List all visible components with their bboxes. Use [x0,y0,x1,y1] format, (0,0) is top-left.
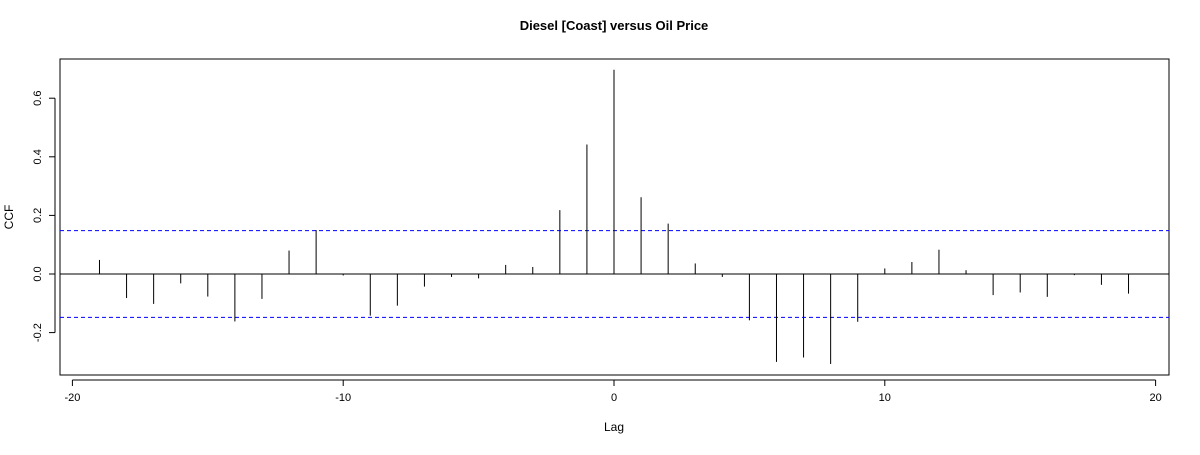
x-axis-label: Lag [604,420,624,434]
x-tick-label: -20 [64,392,80,404]
x-tick-label: 20 [1149,392,1161,404]
x-tick-label: 10 [879,392,891,404]
y-axis: -0.2 0.0 0.2 0.4 0.6 [32,91,56,342]
y-tick-label: 0.2 [32,208,44,223]
plot-frame [59,58,1170,376]
y-axis-label: CCF [2,205,16,230]
y-tick-label: 0.6 [32,91,44,106]
chart-title: Diesel [Coast] versus Oil Price [520,18,709,33]
y-tick-label: -0.2 [32,323,44,342]
y-tick-label: 0.0 [32,266,44,281]
x-axis: -20 -10 0 10 20 [64,379,1162,404]
x-tick-label: 0 [611,392,617,404]
x-tick-label: -10 [335,392,351,404]
ccf-bars [98,69,1130,364]
y-tick-label: 0.4 [32,149,44,164]
